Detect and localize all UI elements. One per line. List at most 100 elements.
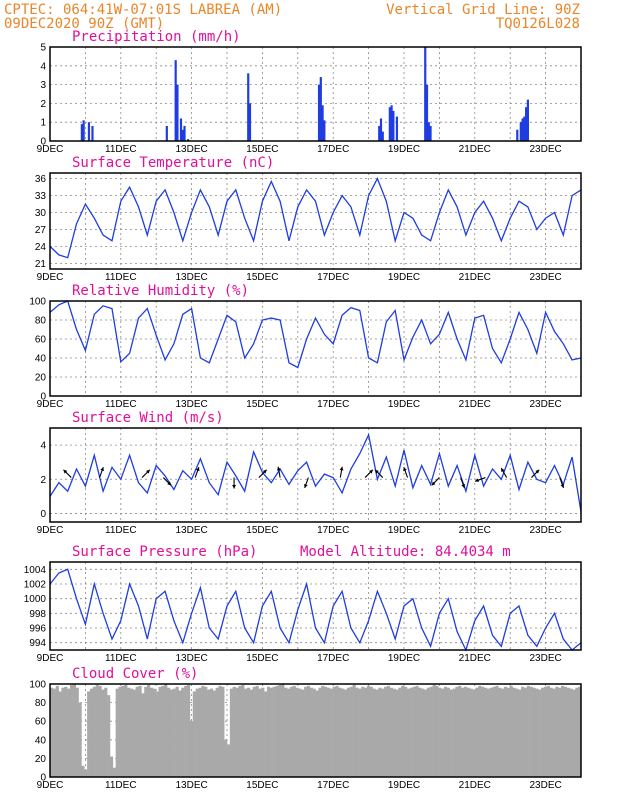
cloud-bar [167,687,171,777]
cloud-bar [244,688,248,777]
cloud-bar [64,686,68,777]
panel-title: Precipitation (mm/h) [72,29,241,45]
y-tick-label: 2 [40,99,46,110]
cloud-bar [352,684,356,777]
x-tick-label: 23DEC [529,525,561,536]
precip-bar [519,122,522,141]
cloud-bar [78,702,82,777]
panel-frame [49,172,582,270]
precip-bar [521,118,524,141]
cloud-bar [275,685,279,777]
panel-title: Surface Temperature (nC) [72,155,274,171]
precip-bar [395,116,399,141]
series-line [49,177,582,259]
x-tick-label: 17DEC [317,399,349,410]
cloud-bar [441,688,445,777]
wind-arrow [276,466,281,478]
cloud-bar [546,685,550,777]
x-tick-label: 9DEC [37,272,64,283]
cloud-bar [81,765,85,777]
cloud-bar [423,689,428,777]
x-tick-label: 21DEC [459,653,491,664]
cloud-bar [84,769,88,777]
cloud-bar [169,689,174,777]
wind-arrow [500,467,508,478]
cloud-bar [141,693,145,777]
cloud-bar [129,688,134,777]
wind-arrow [431,477,440,486]
wind-arrow [374,469,384,478]
precip-bar [425,84,429,141]
cloud-bar [255,685,259,777]
x-tick-label: 11DEC [105,525,137,536]
header-model: TQ0126L028 [496,16,580,32]
wind-arrow [141,469,151,478]
cloud-bar [289,686,293,777]
cloud-bar [421,688,425,777]
x-tick-label: 17DEC [317,525,349,536]
precip-bar [523,116,526,141]
cloud-bar [338,687,342,777]
series-line [49,300,582,369]
cloud-bar [466,687,470,777]
precip-bar [381,131,384,141]
panel-title: Relative Humidity (%) [72,283,249,299]
cloud-bar [67,688,71,777]
cloud-bar [224,739,228,777]
cloud-bar [69,684,74,777]
cloud-bar [201,685,205,777]
precip-bar [176,84,179,141]
y-tick-label: 0 [40,509,46,520]
cloud-bar [295,687,299,777]
cloud-bar [438,687,442,777]
x-tick-label: 23DEC [529,653,561,664]
wind-arrow [474,477,486,482]
wind-arrow [559,477,565,489]
x-tick-label: 11DEC [105,653,137,664]
cloud-bar [532,687,536,777]
panel-frame [49,427,582,523]
cloud-bar [264,691,268,777]
wind-arrow [403,467,409,478]
y-tick-label: 40 [35,735,47,746]
cloud-bar [543,686,548,777]
cloud-bar [344,689,348,777]
cloud-bar [355,687,359,777]
cloud-bar [286,688,291,777]
cloud-bar [127,687,131,777]
precip-bar [181,129,184,141]
wind-arrow [63,469,72,478]
precip-bar [392,110,395,141]
x-tick-label: 11DEC [105,272,137,283]
wind-arrow [194,467,200,478]
cloud-bar [483,687,488,777]
wind-arrow-head [195,467,200,472]
x-tick-label: 13DEC [175,525,207,536]
x-tick-label: 15DEC [246,399,278,410]
cloud-bar [147,684,151,777]
wind-arrow-head [475,478,480,482]
y-tick-label: 33 [35,191,47,202]
cloud-bar [569,688,573,777]
cloud-bar [238,685,242,777]
cloud-bar [315,690,319,777]
wind-arrow-head [501,468,505,473]
cloud-bar [138,685,142,777]
cloud-bar [478,685,482,777]
cloud-bar [98,685,102,777]
cloud-bar [109,756,114,777]
x-tick-label: 23DEC [529,272,561,283]
cloud-bar [358,688,362,777]
precip-bar [186,139,190,141]
panel-frame [49,683,582,778]
x-tick-label: 9DEC [37,780,64,791]
cloud-bar [561,685,565,777]
cloud-bar [132,689,136,777]
panel-5: Surface Pressure (hPa) Model Altitude: 84… [24,544,582,664]
precip-bar [525,107,528,141]
y-tick-label: 21 [35,259,47,270]
x-tick-label: 17DEC [317,272,349,283]
cloud-bar [406,688,411,777]
x-tick-label: 19DEC [388,525,420,536]
y-tick-label: 30 [35,208,47,219]
